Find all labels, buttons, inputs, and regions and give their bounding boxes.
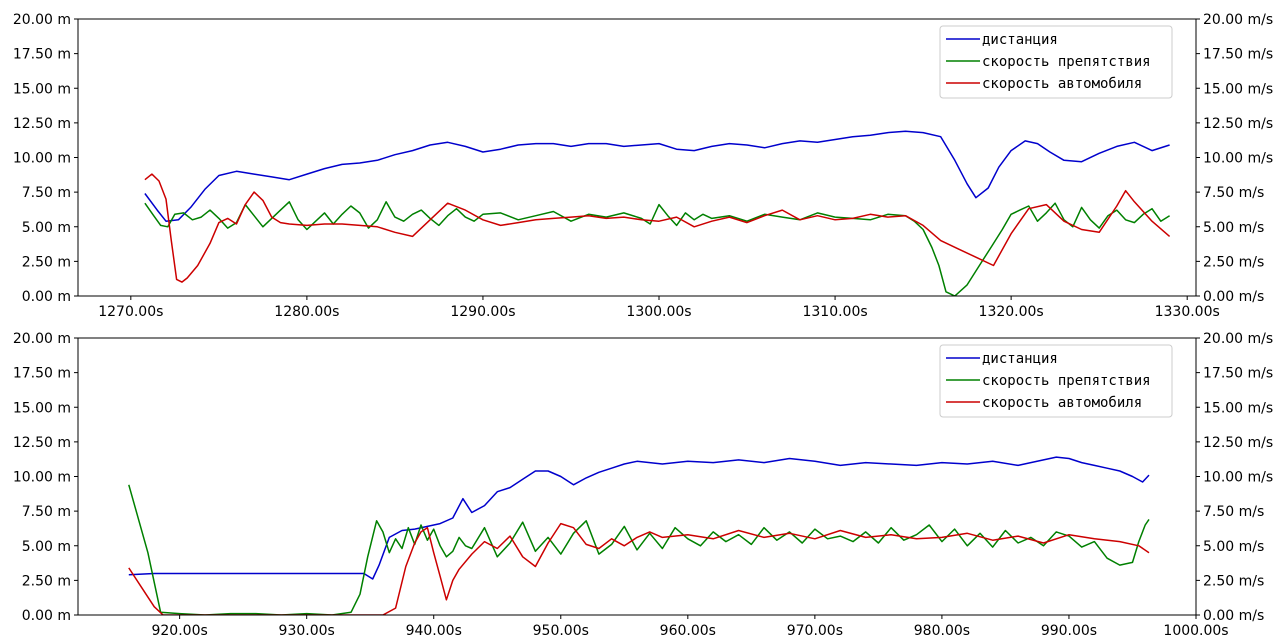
x-tick-label: 920.00s bbox=[151, 623, 207, 637]
x-tick-label: 1290.00s bbox=[450, 304, 515, 320]
legend-label: дистанция bbox=[982, 351, 1058, 367]
y-tick-label-right: 12.50 m/s bbox=[1203, 435, 1273, 451]
y-tick-label-left: 2.50 m bbox=[22, 254, 71, 270]
y-tick-label-right: 7.50 m/s bbox=[1203, 185, 1264, 201]
x-tick-label: 1000.00s bbox=[1163, 623, 1228, 637]
x-tick-label: 1330.00s bbox=[1155, 304, 1220, 320]
y-tick-label-left: 0.00 m bbox=[22, 289, 71, 305]
legend-box bbox=[939, 25, 1173, 99]
x-tick-label: 1300.00s bbox=[626, 304, 691, 320]
y-tick-label-right: 10.00 m/s bbox=[1203, 151, 1273, 167]
series-line-1 bbox=[128, 456, 1150, 580]
x-tick-label: 1280.00s bbox=[274, 304, 339, 320]
legend-label: скорость автомобиля bbox=[982, 76, 1142, 92]
x-tick-label: 960.00s bbox=[660, 623, 716, 637]
y-tick-label-left: 15.00 m bbox=[13, 81, 71, 97]
legend: дистанция скорость препятствия скорость ав… bbox=[939, 344, 1173, 418]
legend-box bbox=[939, 344, 1173, 418]
chart-panel-1: 0.00 m 0.00 m/s 2.50 m 2.50 m/s 5.00 m 5.00 m… bbox=[13, 12, 1273, 320]
y-tick-label-right: 10.00 m/s bbox=[1203, 470, 1273, 486]
y-tick-label-right: 20.00 m/s bbox=[1203, 12, 1273, 28]
x-tick-label: 980.00s bbox=[914, 623, 970, 637]
y-tick-label-right: 2.50 m/s bbox=[1203, 573, 1264, 589]
y-tick-label-right: 17.50 m/s bbox=[1203, 47, 1273, 63]
y-tick-label-right: 17.50 m/s bbox=[1203, 366, 1273, 382]
series-line-1 bbox=[144, 130, 1170, 222]
y-tick-label-left: 10.00 m bbox=[13, 151, 71, 167]
y-tick-label-right: 0.00 m/s bbox=[1203, 289, 1264, 305]
chart-panel-2: 0.00 m 0.00 m/s 2.50 m 2.50 m/s 5.00 m 5.00 m… bbox=[13, 331, 1273, 639]
y-tick-label-left: 5.00 m bbox=[22, 539, 71, 555]
y-tick-label-left: 2.50 m bbox=[22, 573, 71, 589]
series-line-2 bbox=[144, 201, 1170, 296]
x-tick-label: 970.00s bbox=[787, 623, 843, 637]
y-tick-label-left: 17.50 m bbox=[13, 366, 71, 382]
y-tick-label-right: 20.00 m/s bbox=[1203, 331, 1273, 347]
legend: дистанция скорость препятствия скорость ав… bbox=[939, 25, 1173, 99]
legend-label: скорость препятствия bbox=[982, 54, 1151, 70]
y-tick-label-right: 0.00 m/s bbox=[1203, 608, 1264, 624]
y-tick-label-left: 7.50 m bbox=[22, 185, 71, 201]
legend-label: скорость автомобиля bbox=[982, 395, 1142, 411]
y-tick-label-right: 5.00 m/s bbox=[1203, 539, 1264, 555]
y-tick-label-left: 12.50 m bbox=[13, 435, 71, 451]
y-tick-label-left: 20.00 m bbox=[13, 12, 71, 28]
x-tick-label: 990.00s bbox=[1041, 623, 1097, 637]
y-tick-label-right: 15.00 m/s bbox=[1203, 81, 1273, 97]
y-tick-label-left: 17.50 m bbox=[13, 47, 71, 63]
y-tick-label-right: 7.50 m/s bbox=[1203, 504, 1264, 520]
series-group bbox=[128, 456, 1150, 615]
x-tick-label: 1270.00s bbox=[98, 304, 163, 320]
y-tick-label-left: 10.00 m bbox=[13, 470, 71, 486]
y-tick-label-left: 7.50 m bbox=[22, 504, 71, 520]
y-tick-label-right: 12.50 m/s bbox=[1203, 116, 1273, 132]
series-line-2 bbox=[128, 484, 1150, 615]
series-group bbox=[144, 130, 1171, 296]
y-tick-label-right: 5.00 m/s bbox=[1203, 220, 1264, 236]
y-tick-label-right: 15.00 m/s bbox=[1203, 400, 1273, 416]
x-tick-label: 930.00s bbox=[279, 623, 335, 637]
x-tick-label: 1320.00s bbox=[979, 304, 1044, 320]
series-line-3 bbox=[128, 522, 1150, 615]
y-tick-label-left: 15.00 m bbox=[13, 400, 71, 416]
y-tick-label-left: 0.00 m bbox=[22, 608, 71, 624]
x-tick-label: 950.00s bbox=[533, 623, 589, 637]
x-tick-label: 1310.00s bbox=[802, 304, 867, 320]
series-line-3 bbox=[144, 173, 1171, 283]
y-tick-label-right: 2.50 m/s bbox=[1203, 254, 1264, 270]
legend-label: дистанция bbox=[982, 32, 1058, 48]
y-tick-label-left: 12.50 m bbox=[13, 116, 71, 132]
y-tick-label-left: 5.00 m bbox=[22, 220, 71, 236]
y-tick-label-left: 20.00 m bbox=[13, 331, 71, 347]
legend-label: скорость препятствия bbox=[982, 373, 1151, 389]
x-tick-label: 940.00s bbox=[406, 623, 462, 637]
